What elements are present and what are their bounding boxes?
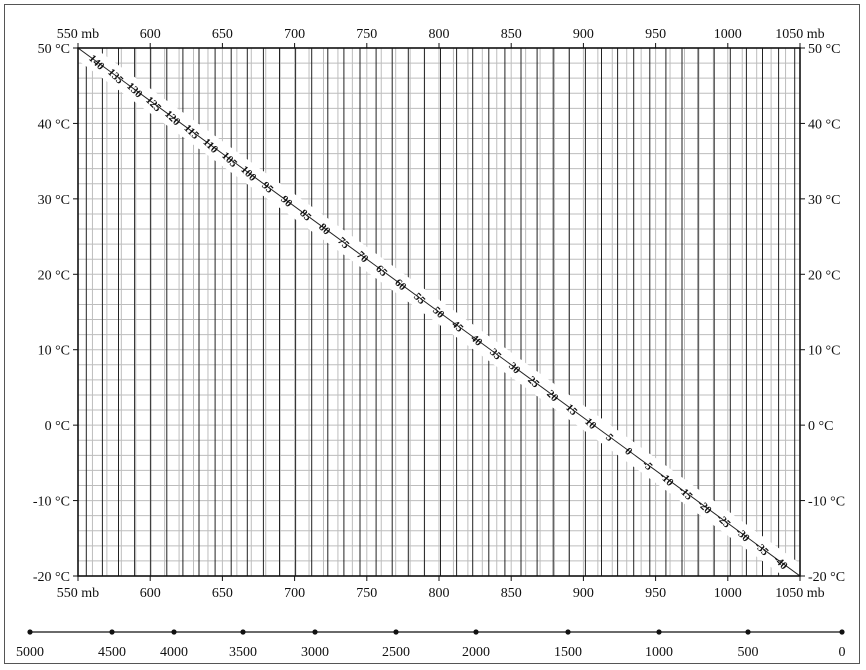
altitude-tick-dot xyxy=(393,629,399,635)
x-tick-label-bottom: 850 xyxy=(501,586,522,601)
x-tick-label-bottom: 600 xyxy=(140,586,161,601)
x-tick-label-top: 950 xyxy=(645,27,666,42)
altitude-tick-dot xyxy=(745,629,751,635)
x-tick-label-top: 550 mb xyxy=(57,27,99,42)
chart-frame xyxy=(4,4,860,664)
x-tick-label-bottom: 700 xyxy=(284,586,305,601)
x-tick-label-top: 750 xyxy=(356,27,377,42)
altitude-tick-label: 0 xyxy=(839,645,846,660)
altitude-tick-label: 5000 xyxy=(16,645,44,660)
y-tick-label-left: 10 °C xyxy=(38,344,70,359)
y-tick-label-right: 50 °C xyxy=(808,42,840,57)
altitude-tick-label: 3500 xyxy=(229,645,257,660)
y-tick-label-right: 30 °C xyxy=(808,193,840,208)
altitude-tick-dot xyxy=(473,629,479,635)
x-tick-label-bottom: 900 xyxy=(573,586,594,601)
x-tick-label-top: 700 xyxy=(284,27,305,42)
x-tick-label-bottom: 800 xyxy=(429,586,450,601)
altitude-tick-dot xyxy=(656,629,662,635)
y-tick-label-left: 20 °C xyxy=(38,268,70,283)
grid xyxy=(78,48,800,576)
y-tick-label-right: 0 °C xyxy=(808,419,833,434)
altitude-tick-dot xyxy=(240,629,246,635)
x-tick-label-bottom: 650 xyxy=(212,586,233,601)
altitude-tick-label: 2000 xyxy=(462,645,490,660)
altitude-tick-label: 3000 xyxy=(301,645,329,660)
y-tick-label-left: 30 °C xyxy=(38,193,70,208)
x-tick-label-top: 800 xyxy=(429,27,450,42)
altitude-tick-dot xyxy=(565,629,571,635)
scale-band-line xyxy=(78,48,800,576)
scale-band xyxy=(78,48,800,576)
altitude-tick-label: 500 xyxy=(738,645,759,660)
x-tick-label-bottom: 950 xyxy=(645,586,666,601)
x-tick-label-top: 1000 xyxy=(714,27,742,42)
x-tick-label-top: 650 xyxy=(212,27,233,42)
x-tick-label-top: 1050 mb xyxy=(775,27,824,42)
x-tick-label-top: 850 xyxy=(501,27,522,42)
y-tick-label-right: 10 °C xyxy=(808,344,840,359)
altitude-tick-dot xyxy=(27,629,33,635)
y-tick-label-right: 20 °C xyxy=(808,268,840,283)
altitude-tick-dot xyxy=(171,629,177,635)
x-tick-label-top: 600 xyxy=(140,27,161,42)
altitude-tick-label: 4500 xyxy=(98,645,126,660)
x-tick-label-bottom: 750 xyxy=(356,586,377,601)
y-tick-label-right: -20 °C xyxy=(808,570,845,585)
altitude-tick-dot xyxy=(312,629,318,635)
altitude-tick-dot xyxy=(109,629,115,635)
x-tick-label-bottom: 550 mb xyxy=(57,586,99,601)
y-tick-label-left: 40 °C xyxy=(38,117,70,132)
altitude-tick-label: 2500 xyxy=(382,645,410,660)
altitude-tick-label: 1000 xyxy=(645,645,673,660)
altitude-tick-label: 1500 xyxy=(554,645,582,660)
altitude-tick-dot xyxy=(839,629,845,635)
y-tick-label-right: -10 °C xyxy=(808,495,845,510)
y-tick-label-left: 50 °C xyxy=(38,42,70,57)
x-tick-label-top: 900 xyxy=(573,27,594,42)
y-tick-label-left: -10 °C xyxy=(33,495,70,510)
y-tick-label-right: 40 °C xyxy=(808,117,840,132)
x-tick-label-bottom: 1000 xyxy=(714,586,742,601)
altitude-tick-label: 4000 xyxy=(160,645,188,660)
y-tick-label-left: 0 °C xyxy=(45,419,70,434)
x-tick-label-bottom: 1050 mb xyxy=(775,586,824,601)
y-tick-label-left: -20 °C xyxy=(33,570,70,585)
